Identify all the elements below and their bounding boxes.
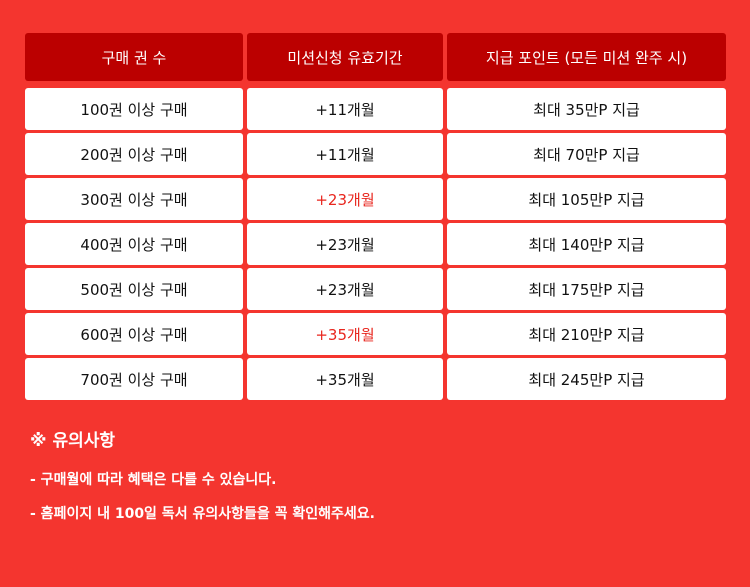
cell-period: +35개월 [247,313,443,355]
cell-points: 최대 245만P 지급 [447,358,726,400]
cell-period: +23개월 [247,223,443,265]
cell-books: 400권 이상 구매 [25,223,243,265]
cell-points: 최대 210만P 지급 [447,313,726,355]
note-line: - 홈페이지 내 100일 독서 유의사항들을 꼭 확인해주세요. [30,506,375,522]
table-header: 구매 권 수 미션신청 유효기간 지급 포인트 (모든 미션 완주 시) [25,33,726,85]
note-line: - 구매월에 따라 혜택은 다를 수 있습니다. [30,472,277,488]
cell-books: 600권 이상 구매 [25,313,243,355]
cell-books: 200권 이상 구매 [25,133,243,175]
cell-period: +23개월 [247,178,443,220]
header-points: 지급 포인트 (모든 미션 완주 시) [447,33,726,81]
notes-title: ※ 유의사항 [30,431,116,451]
cell-period: +35개월 [247,358,443,400]
cell-points: 최대 105만P 지급 [447,178,726,220]
table-row: 600권 이상 구매 +35개월 최대 210만P 지급 [25,313,726,355]
cell-period: +11개월 [247,88,443,130]
cell-period: +23개월 [247,268,443,310]
table-row: 200권 이상 구매 +11개월 최대 70만P 지급 [25,133,726,175]
cell-points: 최대 175만P 지급 [447,268,726,310]
cell-books: 100권 이상 구매 [25,88,243,130]
cell-points: 최대 140만P 지급 [447,223,726,265]
cell-books: 700권 이상 구매 [25,358,243,400]
cell-books: 300권 이상 구매 [25,178,243,220]
table-row: 400권 이상 구매 +23개월 최대 140만P 지급 [25,223,726,265]
header-books: 구매 권 수 [25,33,243,81]
cell-books: 500권 이상 구매 [25,268,243,310]
cell-points: 최대 70만P 지급 [447,133,726,175]
header-period: 미션신청 유효기간 [247,33,443,81]
table-row: 500권 이상 구매 +23개월 최대 175만P 지급 [25,268,726,310]
notes-section: ※ 유의사항 - 구매월에 따라 혜택은 다를 수 있습니다. - 홈페이지 내… [30,426,375,537]
benefit-table: 구매 권 수 미션신청 유효기간 지급 포인트 (모든 미션 완주 시) 100… [25,33,726,403]
table-row: 300권 이상 구매 +23개월 최대 105만P 지급 [25,178,726,220]
table-row: 100권 이상 구매 +11개월 최대 35만P 지급 [25,88,726,130]
cell-points: 최대 35만P 지급 [447,88,726,130]
cell-period: +11개월 [247,133,443,175]
table-row: 700권 이상 구매 +35개월 최대 245만P 지급 [25,358,726,400]
